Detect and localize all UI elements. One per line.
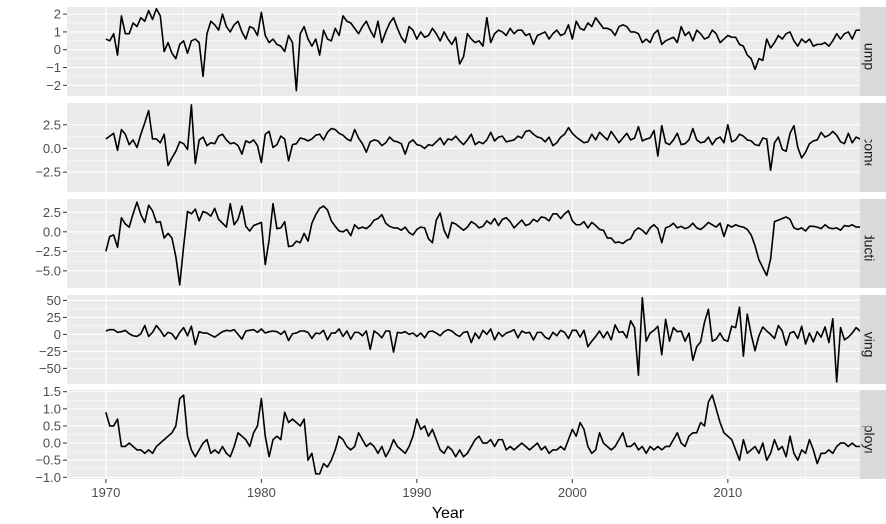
y-tick-label: 2.5: [43, 117, 61, 132]
y-tick-label: 0.5: [43, 418, 61, 433]
x-tick-label: 2000: [558, 485, 587, 500]
y-tick-label: 50: [47, 293, 61, 308]
x-tick-label: 2010: [713, 485, 742, 500]
y-tick-label: 25: [47, 310, 61, 325]
facet-strip: [860, 7, 886, 96]
series-line-consumption: [105, 7, 886, 92]
y-tick-label: −1.0: [35, 470, 61, 485]
facet-strip: [860, 103, 886, 192]
y-tick-label: 1.5: [43, 384, 61, 399]
facet-consumption: −2 −1 0 1 2 Consumption: [46, 7, 886, 96]
y-tick-label: −2.5: [35, 244, 61, 259]
y-tick-label: 1.0: [43, 401, 61, 416]
panel-background: [67, 295, 860, 384]
y-tick-label: 2: [54, 7, 61, 22]
x-tick-label: 1980: [247, 485, 276, 500]
facet-strip-label: Income: [861, 125, 877, 171]
y-tick-label: 0.0: [43, 224, 61, 239]
facet-strip-label: Savings: [861, 315, 877, 365]
facet-strip: [860, 295, 886, 384]
facet-unemployment: −1.0 −0.5 0.0 0.5 1.0 1.5 Unemployment: [35, 384, 886, 485]
y-tick-label: −5.0: [35, 263, 61, 278]
facet-production: −5.0 −2.5 0.0 2.5 Production: [35, 199, 886, 288]
series-line-income: [105, 104, 886, 172]
y-tick-label: 1: [54, 24, 61, 39]
y-tick-label: −50: [39, 361, 61, 376]
y-tick-label: 0: [54, 42, 61, 57]
y-tick-label: −2.5: [35, 165, 61, 180]
panel-background: [67, 7, 860, 96]
y-tick-label: 0: [54, 327, 61, 342]
x-axis: 1970 1980 1990 2000 2010: [91, 479, 742, 500]
y-tick-label: −2: [46, 78, 61, 93]
y-tick-label: 0.0: [43, 141, 61, 156]
y-tick-label: −1: [46, 60, 61, 75]
facet-strip: [860, 199, 886, 288]
x-tick-label: 1970: [91, 485, 120, 500]
x-axis-title: Year: [432, 505, 465, 522]
facet-strip: [860, 390, 886, 479]
facet-panels: −2 −1 0 1 2 Consumption −2.5 0.0 2.5 Income −5.0 −2…: [35, 7, 886, 485]
facet-savings: −50 −25 0 25 50 Savings: [39, 293, 886, 384]
y-tick-label: 0.0: [43, 436, 61, 451]
series-line-savings: [105, 296, 886, 383]
facet-strip-label: Unemployment: [861, 387, 877, 481]
series-line-production: [105, 201, 886, 286]
facet-strip-label: Consumption: [861, 10, 877, 93]
series-line-unemployment: [105, 394, 860, 475]
facet-strip-label: Production: [861, 210, 877, 277]
y-tick-label: −25: [39, 344, 61, 359]
y-tick-label: 2.5: [43, 205, 61, 220]
x-tick-label: 1990: [402, 485, 431, 500]
facet-income: −2.5 0.0 2.5 Income: [35, 103, 886, 192]
y-tick-label: −0.5: [35, 453, 61, 468]
